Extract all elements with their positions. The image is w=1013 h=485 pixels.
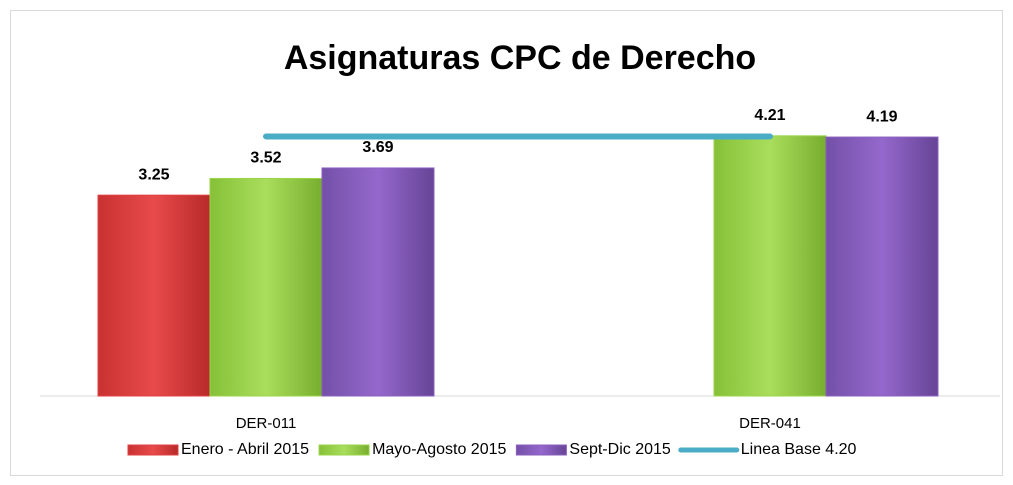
- x-tick-label: DER-041: [739, 415, 801, 432]
- legend-label: Sept-Dic 2015: [569, 441, 670, 458]
- data-label: 4.19: [866, 108, 897, 125]
- data-label: 3.25: [138, 166, 169, 183]
- data-label: 3.69: [362, 139, 393, 156]
- legend-swatch: [515, 444, 567, 456]
- legend-label: Enero - Abril 2015: [181, 441, 309, 458]
- chart-title: Asignaturas CPC de Derecho: [284, 39, 756, 77]
- bar: [825, 136, 939, 397]
- bar: [209, 177, 323, 397]
- bar: [713, 135, 827, 397]
- legend-label: Mayo-Agosto 2015: [372, 441, 506, 458]
- legend-swatch: [318, 444, 370, 456]
- x-tick-label: DER-011: [236, 415, 297, 432]
- legend-swatch: [127, 444, 179, 456]
- legend-label: Linea Base 4.20: [741, 441, 857, 458]
- bar: [97, 194, 211, 397]
- data-label: 4.21: [754, 107, 785, 124]
- data-label: 3.52: [250, 150, 281, 167]
- bar: [321, 167, 435, 397]
